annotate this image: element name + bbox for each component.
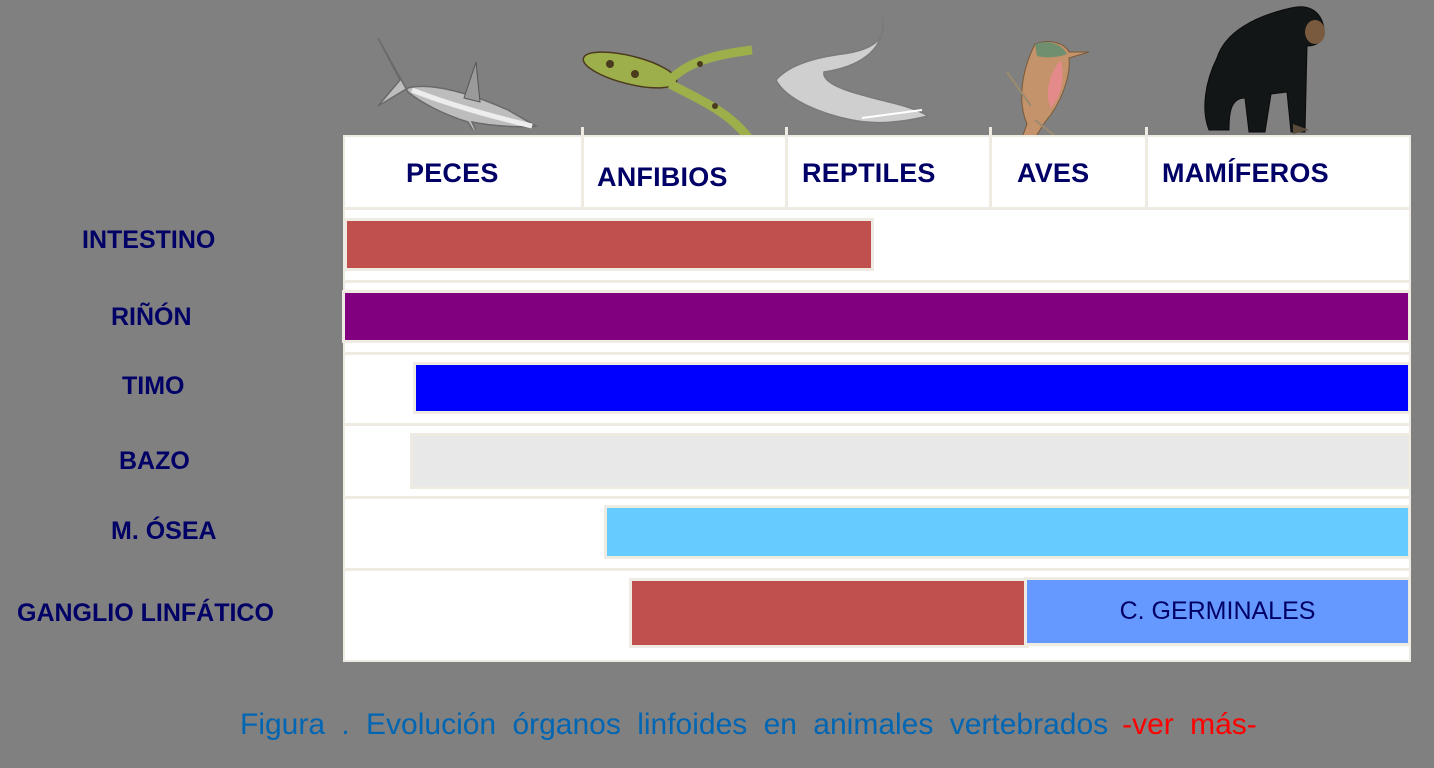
- see-more-link[interactable]: -ver más-: [1122, 708, 1257, 741]
- row-label-bazo: BAZO: [119, 447, 190, 475]
- bar-centros-germinales: C. GERMINALES: [1024, 577, 1411, 646]
- row-label-intestino: INTESTINO: [82, 226, 216, 254]
- bar-timo: [413, 362, 1411, 414]
- row-divider: [343, 352, 1411, 355]
- column-divider: [989, 127, 992, 209]
- column-reptiles: REPTILES: [802, 158, 936, 188]
- bar-osea: [604, 505, 1411, 559]
- germinales-label: C. GERMINALES: [1119, 597, 1316, 625]
- row-divider: [343, 423, 1411, 426]
- bar-intestino: [344, 218, 874, 271]
- figure-caption: Figura . Evolución órganos linfoides en …: [240, 708, 1257, 742]
- column-divider: [1145, 127, 1148, 209]
- column-aves: AVES: [1017, 158, 1090, 188]
- column-divider: [785, 127, 788, 209]
- chimpanzee-icon: [1204, 6, 1325, 134]
- row-divider: [343, 496, 1411, 499]
- row-divider: [343, 280, 1411, 283]
- bar-ganglio: [629, 578, 1029, 648]
- column-anfibios: ANFIBIOS: [597, 162, 728, 192]
- crocodile-icon: [775, 15, 930, 124]
- bar-rinon: [342, 290, 1411, 343]
- row-label-osea: M. ÓSEA: [111, 517, 217, 545]
- row-divider: [343, 207, 1411, 210]
- bar-bazo: [410, 433, 1411, 489]
- row-label-ganglio: GANGLIO LINFÁTICO: [17, 599, 274, 627]
- shark-icon: [377, 37, 539, 130]
- caption-text: Figura . Evolución órganos linfoides en …: [240, 708, 1109, 741]
- column-peces: PECES: [406, 158, 499, 188]
- column-mamiferos: MAMÍFEROS: [1162, 158, 1329, 188]
- row-divider: [343, 568, 1411, 571]
- row-label-timo: TIMO: [122, 372, 185, 400]
- frog-icon: [582, 45, 754, 143]
- row-label-rinon: RIÑÓN: [111, 303, 192, 331]
- column-divider: [581, 127, 584, 209]
